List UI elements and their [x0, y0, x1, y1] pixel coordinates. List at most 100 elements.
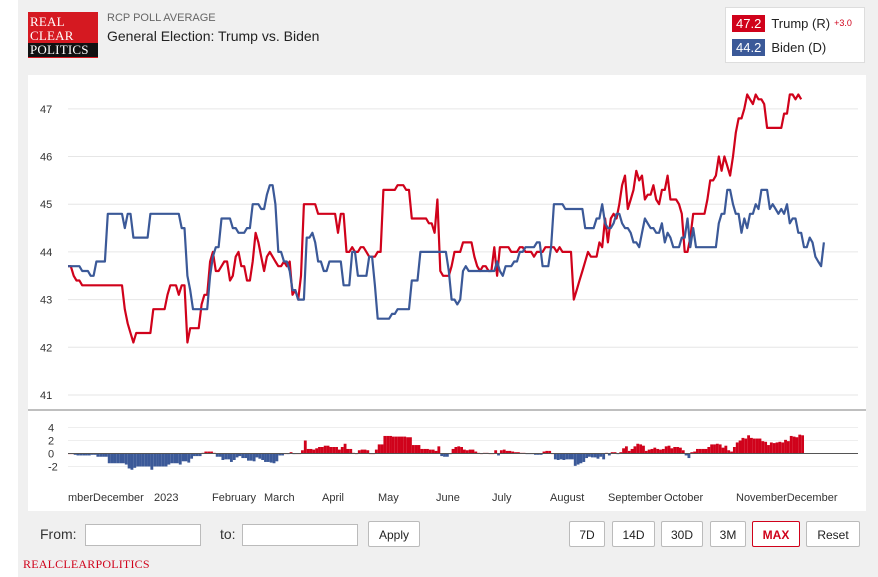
spread-bar — [778, 441, 782, 454]
ytick-label-45: 45 — [40, 199, 52, 211]
spread-bar — [417, 445, 421, 454]
spread-ytick-label-4: 4 — [48, 423, 54, 435]
spread-bar — [170, 453, 174, 464]
spread-bar — [576, 453, 580, 465]
spread-bar — [221, 453, 225, 460]
spread-bar — [87, 453, 91, 456]
spread-bar — [252, 453, 256, 462]
spread-bar — [312, 449, 316, 454]
chart-area: 41 42 43 44 45 46 47 4 2 0 -2 mberDecember 2023 Febr… — [28, 75, 866, 511]
legend-biden[interactable]: 44.2 Biden (D) — [732, 37, 826, 57]
spread-bar — [437, 446, 441, 454]
spread-bar — [704, 448, 708, 454]
spread-bar — [619, 452, 623, 454]
spread-bar — [721, 447, 725, 454]
spread-bar — [457, 446, 461, 454]
spread-bar — [195, 453, 199, 457]
spread-bar — [650, 448, 654, 454]
spread-bar — [497, 453, 500, 456]
spread-bar — [104, 453, 108, 457]
spread-bar — [434, 450, 438, 454]
range-30d-button[interactable]: 30D — [661, 521, 703, 547]
to-date-input[interactable] — [242, 524, 358, 546]
logo-line-3: POLITICS — [28, 43, 98, 57]
spread-bar — [627, 450, 631, 454]
from-date-input[interactable] — [85, 524, 201, 546]
spread-bar — [693, 451, 697, 454]
spread-bar — [724, 445, 728, 454]
spread-bar — [204, 451, 208, 454]
spread-bar — [741, 437, 745, 454]
spread-bar — [116, 453, 120, 464]
spread-bar — [730, 451, 733, 454]
spread-bar — [411, 445, 415, 454]
spread-bar — [607, 453, 611, 456]
spread-bar — [377, 444, 381, 454]
spread-bar — [161, 453, 165, 467]
spread-bar — [144, 453, 148, 467]
spread-bar — [346, 448, 350, 454]
spread-bar — [315, 448, 319, 454]
spread-bar — [187, 453, 191, 463]
spread-bar — [303, 440, 307, 454]
spread-bar — [210, 451, 213, 454]
spread-bar — [136, 453, 140, 467]
spread-bar — [229, 453, 233, 462]
apply-button[interactable]: Apply — [368, 521, 420, 547]
spread-bar — [588, 453, 591, 457]
range-7d-button[interactable]: 7D — [569, 521, 605, 547]
spread-bar — [133, 453, 137, 468]
spread-bar — [454, 447, 458, 454]
spread-bar — [750, 437, 753, 454]
spread-bar — [184, 453, 188, 462]
spread-bar — [596, 453, 600, 459]
spread-bar — [465, 450, 469, 454]
range-3m-button[interactable]: 3M — [710, 521, 746, 547]
spread-bar — [366, 450, 370, 454]
legend-trump[interactable]: 47.2 Trump (R) +3.0 — [732, 13, 852, 33]
spread-bar — [150, 453, 154, 470]
spread-bar — [107, 453, 111, 464]
spread-bar — [82, 453, 86, 456]
spread-bar — [732, 447, 736, 454]
spread-bar — [383, 435, 387, 454]
spread-bar — [99, 453, 103, 457]
spread-bar — [630, 448, 634, 454]
range-max-button[interactable]: MAX — [752, 521, 800, 547]
spread-bar — [264, 453, 267, 462]
spread-bar — [696, 448, 699, 454]
spread-bar — [667, 445, 671, 454]
spread-bar — [90, 453, 94, 455]
spread-bar — [175, 453, 179, 464]
spread-bar — [320, 447, 324, 454]
range-14d-button[interactable]: 14D — [612, 521, 655, 547]
biden-series-line — [68, 184, 825, 320]
reset-button[interactable]: Reset — [806, 521, 860, 547]
ytick-label-47: 47 — [40, 104, 52, 116]
ytick-label-44: 44 — [40, 247, 52, 259]
spread-bar — [218, 453, 222, 457]
spread-bar — [73, 453, 77, 455]
spread-bar — [460, 447, 463, 454]
spread-bar — [701, 448, 705, 454]
spread-bar — [232, 453, 236, 460]
spread-bar — [613, 452, 617, 454]
spread-bar — [562, 453, 566, 460]
spread-ytick-label-2: 2 — [48, 436, 54, 448]
spread-bar — [545, 450, 549, 454]
spread-bar — [801, 435, 805, 454]
xtick-label-10: October — [664, 492, 703, 504]
spread-bar — [357, 450, 361, 454]
spread-bar — [147, 453, 151, 467]
legend-biden-name: Biden (D) — [771, 39, 827, 55]
spread-bar — [792, 436, 796, 454]
spread-bar — [420, 448, 424, 454]
spread-bar — [624, 446, 628, 454]
ytick-label-41: 41 — [40, 390, 52, 402]
spread-bar — [664, 446, 668, 454]
spread-bar — [499, 450, 503, 454]
spread-bar — [505, 450, 509, 454]
spread-bar — [687, 453, 691, 459]
logo-line-1: REAL — [30, 14, 65, 29]
spread-bar — [227, 453, 230, 460]
